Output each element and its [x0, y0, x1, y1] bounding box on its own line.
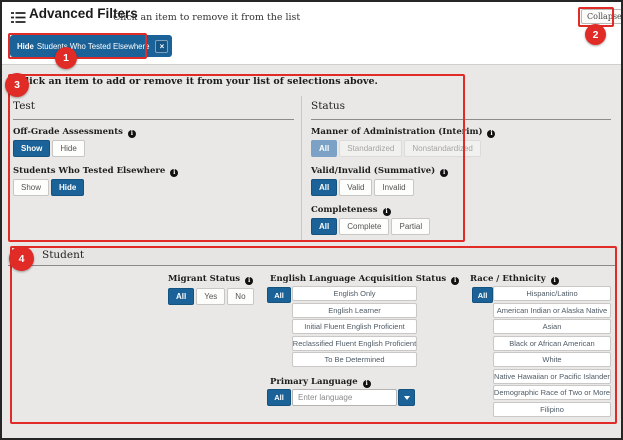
race-ethnicity-label: Race / Ethnicity i: [470, 274, 559, 285]
chip-prefix: Hide: [17, 41, 34, 51]
collapse-button-label: Collapse: [587, 12, 622, 21]
info-icon[interactable]: i: [550, 277, 559, 285]
migrant-no-button[interactable]: No: [227, 288, 254, 305]
race-list: Hispanic/Latino American Indian or Alask…: [493, 286, 611, 417]
partial-button[interactable]: Partial: [391, 218, 431, 235]
info-icon[interactable]: i: [440, 169, 449, 177]
primary-language-input[interactable]: [292, 389, 397, 406]
active-filter-chip[interactable]: Hide Students Who Tested Elsewhere ×: [10, 35, 173, 57]
race-all-button[interactable]: All: [472, 287, 493, 303]
off-grade-show-button[interactable]: Show: [13, 140, 51, 157]
list-item[interactable]: White: [493, 352, 611, 367]
list-item[interactable]: Hispanic/Latino: [493, 286, 611, 301]
collapse-button[interactable]: Collapse: [581, 9, 623, 24]
list-item[interactable]: English Only: [292, 286, 417, 301]
valid-button[interactable]: Valid: [339, 179, 373, 196]
chip-close-icon[interactable]: ×: [155, 39, 169, 53]
info-icon[interactable]: i: [245, 277, 254, 285]
list-item[interactable]: American Indian or Alaska Native: [493, 302, 611, 318]
migrant-status-label: Migrant Status i: [168, 274, 254, 285]
primary-language-all-button[interactable]: All: [267, 389, 291, 406]
annotation-circle-2: 2: [585, 24, 606, 45]
filter-list-icon: [11, 11, 26, 29]
column-divider: [301, 96, 302, 242]
annotation-circle-1: 1: [55, 47, 77, 69]
list-item[interactable]: Demographic Race of Two or More: [493, 385, 611, 400]
primary-language-dropdown-button[interactable]: [398, 389, 415, 406]
tested-elsewhere-show-button[interactable]: Show: [13, 179, 50, 196]
list-item[interactable]: To Be Determined: [292, 352, 417, 367]
elas-all-button[interactable]: All: [267, 287, 291, 303]
invalid-button[interactable]: Invalid: [374, 179, 414, 196]
tested-elsewhere-label: Students Who Tested Elsewhere i: [13, 166, 179, 177]
list-item[interactable]: Reclassified Fluent English Proficient: [292, 335, 417, 351]
student-section-header: Student: [8, 246, 615, 266]
annotation-circle-4: 4: [9, 246, 34, 271]
selection-instruction: Click an item to add or remove it from y…: [18, 76, 378, 87]
page-title: Advanced Filters: [29, 6, 138, 21]
manner-standardized-button[interactable]: Standardized: [339, 140, 403, 157]
elas-list: English Only English Learner Initial Flu…: [292, 286, 417, 367]
info-icon[interactable]: i: [362, 380, 371, 388]
test-heading-rule: [13, 119, 294, 120]
complete-button[interactable]: Complete: [339, 218, 390, 235]
info-icon[interactable]: i: [382, 208, 391, 216]
student-heading: Student: [42, 249, 85, 261]
valid-invalid-toggle: All Valid Invalid: [311, 179, 414, 196]
off-grade-assessments-label: Off-Grade Assessments i: [13, 127, 136, 138]
info-icon[interactable]: i: [170, 169, 179, 177]
test-column-heading: Test: [13, 100, 36, 112]
completeness-label: Completeness i: [311, 205, 391, 216]
valid-all-button[interactable]: All: [311, 179, 338, 196]
list-item[interactable]: Black or African American: [493, 335, 611, 351]
off-grade-hide-button[interactable]: Hide: [52, 140, 85, 157]
list-item[interactable]: Native Hawaiian or Pacific Islander: [493, 368, 611, 384]
info-icon[interactable]: i: [451, 277, 460, 285]
primary-language-label: Primary Language i: [270, 377, 371, 388]
elas-label: English Language Acquisition Status i: [270, 274, 460, 285]
status-heading-rule: [311, 119, 611, 120]
info-icon[interactable]: i: [487, 130, 496, 138]
annotation-rect-3: [8, 74, 465, 242]
list-item[interactable]: Initial Fluent English Proficient: [292, 319, 417, 334]
manner-of-administration-toggle: All Standardized Nonstandardized: [311, 140, 481, 157]
manner-of-administration-label: Manner of Administration (Interim) i: [311, 127, 496, 138]
migrant-status-toggle: All Yes No: [168, 288, 254, 305]
tested-elsewhere-toggle: Show Hide: [13, 179, 85, 196]
completeness-toggle: All Complete Partial: [311, 218, 431, 235]
valid-invalid-label: Valid/Invalid (Summative) i: [311, 166, 449, 177]
header-hint-text: Click an item to remove it from the list: [113, 12, 301, 23]
list-item[interactable]: English Learner: [292, 302, 417, 318]
manner-nonstandardized-button[interactable]: Nonstandardized: [404, 140, 481, 157]
list-item[interactable]: Asian: [493, 319, 611, 334]
migrant-yes-button[interactable]: Yes: [196, 288, 226, 305]
completeness-all-button[interactable]: All: [311, 218, 338, 235]
info-icon[interactable]: i: [127, 130, 136, 138]
off-grade-assessments-toggle: Show Hide: [13, 140, 85, 157]
chevron-down-icon: [403, 395, 410, 400]
header: Advanced Filters Click an item to remove…: [0, 0, 623, 65]
chip-label: Students Who Tested Elsewhere: [36, 41, 150, 51]
annotation-circle-3: 3: [5, 73, 29, 97]
list-item[interactable]: Filipino: [493, 401, 611, 417]
migrant-all-button[interactable]: All: [168, 288, 195, 305]
manner-all-button[interactable]: All: [311, 140, 338, 157]
tested-elsewhere-hide-button[interactable]: Hide: [51, 179, 85, 196]
status-column-heading: Status: [311, 100, 346, 112]
